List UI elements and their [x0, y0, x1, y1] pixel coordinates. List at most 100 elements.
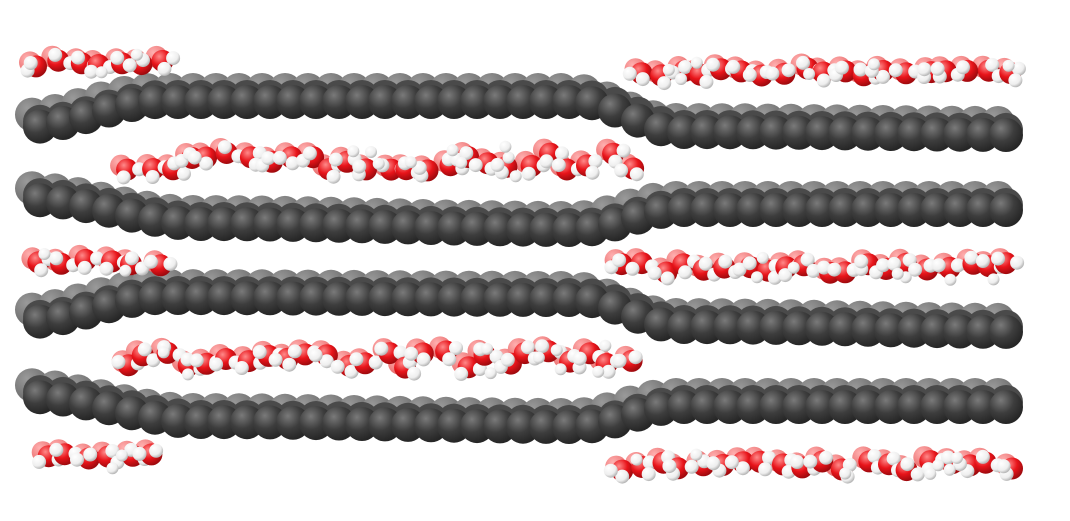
hydrogen-atom — [614, 163, 629, 178]
hydrogen-atom — [535, 339, 550, 354]
hydrogen-atom — [800, 252, 815, 267]
hydrogen-atom — [816, 260, 831, 275]
hydrogen-atom — [950, 258, 965, 273]
hydrogen-atom — [951, 451, 963, 464]
hydrogen-atom — [657, 76, 672, 91]
hydrogen-atom — [23, 56, 38, 70]
hydrogen-atom — [32, 454, 47, 469]
water-layer-mid-left — [21, 244, 178, 278]
hydrogen-atom — [1011, 61, 1026, 76]
hydrogen-atom — [706, 57, 720, 72]
hydrogen-atom — [778, 268, 793, 283]
hydrogen-atom — [49, 251, 64, 266]
hydrogen-atom — [660, 271, 675, 286]
hydrogen-atom — [601, 364, 616, 379]
hydrogen-atom — [404, 156, 417, 169]
carbon-atom — [989, 193, 1023, 227]
hydrogen-atom — [943, 463, 956, 476]
water-layer-top-right — [622, 53, 1026, 91]
hydrogen-atom — [455, 156, 468, 169]
hydrogen-atom — [839, 467, 852, 480]
hydrogen-atom — [625, 261, 640, 276]
hydrogen-atom — [330, 359, 345, 374]
hydrogen-atom — [796, 55, 810, 70]
hydrogen-atom — [662, 63, 675, 76]
hydrogen-atom — [917, 62, 932, 77]
hydrogen-atom — [678, 60, 693, 74]
hydrogen-atom — [690, 56, 703, 69]
hydrogen-atom — [690, 448, 703, 461]
hydrogen-atom — [454, 366, 469, 381]
water-layer-bottom-left — [31, 439, 164, 475]
hydrogen-atom — [787, 261, 800, 274]
hydrogen-atom — [48, 47, 63, 62]
hydrogen-atom — [119, 264, 132, 277]
hydrogen-atom — [34, 263, 49, 278]
hydrogen-atom — [105, 444, 120, 458]
hydrogen-atom — [867, 449, 882, 463]
hydrogen-atom — [662, 459, 677, 474]
hydrogen-atom — [554, 363, 567, 376]
hydrogen-atom — [122, 58, 137, 73]
hydrogen-atom — [146, 353, 161, 368]
hydrogen-atom — [756, 251, 769, 264]
hydrogen-atom — [282, 357, 297, 372]
hydrogen-atom — [268, 352, 283, 367]
hydrogen-atom — [272, 150, 287, 165]
water-layer-bottom-right — [603, 446, 1023, 484]
hydrogen-atom — [900, 457, 915, 472]
graphene-sheet-3 — [15, 269, 1023, 349]
hydrogen-atom — [157, 346, 170, 359]
hydrogen-atom — [187, 150, 202, 165]
hydrogen-atom — [110, 50, 125, 65]
hydrogen-atom — [352, 159, 367, 174]
hydrogen-atom — [132, 446, 147, 461]
hydrogen-atom — [468, 158, 483, 173]
hydrogen-atom — [876, 69, 890, 84]
hydrogen-atom — [199, 156, 214, 171]
hydrogen-atom — [1008, 73, 1023, 88]
hydrogen-atom — [157, 61, 172, 76]
hydrogen-atom — [803, 68, 816, 80]
hydrogen-atom — [404, 346, 419, 361]
hydrogen-atom — [908, 262, 923, 277]
hydrogen-atom — [706, 456, 721, 471]
graphene-sheet-1 — [15, 73, 1023, 152]
hydrogen-atom — [616, 143, 631, 158]
hydrogen-atom — [732, 262, 747, 277]
hydrogen-atom — [374, 341, 389, 356]
hydrogen-atom — [599, 339, 612, 352]
hydrogen-atom — [887, 256, 902, 271]
hydrogen-atom — [319, 354, 334, 369]
hydrogen-atom — [71, 50, 85, 65]
hydrogen-atom — [481, 342, 493, 355]
hydrogen-atom — [84, 64, 99, 79]
hydrogen-atom — [698, 256, 713, 271]
hydrogen-atom — [854, 254, 869, 269]
hydrogen-atom — [95, 66, 108, 79]
hydrogen-atom — [647, 266, 662, 281]
hydrogen-atom — [234, 361, 249, 375]
hydrogen-atom — [891, 267, 904, 280]
hydrogen-atom — [941, 450, 955, 465]
hydrogen-atom — [853, 62, 868, 77]
hydrogen-atom — [930, 61, 945, 76]
hydrogen-atom — [532, 351, 545, 364]
hydrogen-atom — [111, 355, 126, 369]
hydrogen-atom — [975, 449, 990, 464]
hydrogen-atom — [252, 345, 267, 359]
hydrogen-atom — [490, 157, 505, 172]
hydrogen-atom — [555, 146, 569, 161]
graphene-sheet-2 — [15, 171, 1023, 247]
hydrogen-atom — [189, 353, 204, 368]
hydrogen-atom — [287, 344, 302, 359]
hydrogen-atom — [684, 459, 699, 474]
hydrogen-atom — [177, 166, 191, 181]
hydrogen-atom — [612, 253, 627, 268]
hydrogen-atom — [509, 170, 522, 183]
hydrogen-atom — [209, 357, 224, 372]
carbon-atom — [989, 314, 1023, 349]
hydrogen-atom — [116, 449, 128, 462]
hydrogen-atom — [261, 151, 276, 166]
hydrogen-atom — [699, 74, 714, 89]
